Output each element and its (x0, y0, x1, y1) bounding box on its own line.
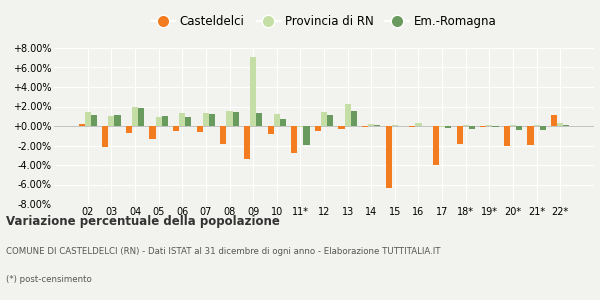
Bar (344, 103, 350, 126)
Bar (138, 108, 144, 126)
Bar (209, 114, 215, 126)
Bar (338, 126, 344, 129)
Bar (409, 126, 415, 127)
Bar (533, 125, 539, 126)
Bar (350, 111, 357, 126)
Bar (162, 116, 168, 126)
Bar (527, 126, 533, 145)
Bar (304, 126, 310, 145)
Bar (469, 126, 475, 129)
Bar (203, 113, 209, 126)
Bar (179, 113, 185, 126)
Text: Variazione percentuale della popolazione: Variazione percentuale della popolazione (6, 214, 280, 227)
Bar (321, 112, 327, 126)
Bar (185, 117, 191, 126)
Bar (445, 126, 451, 128)
Bar (457, 126, 463, 144)
Bar (504, 126, 510, 146)
Bar (386, 126, 392, 188)
Bar (244, 126, 250, 159)
Bar (250, 57, 256, 126)
Text: (*) post-censimento: (*) post-censimento (6, 274, 92, 284)
Bar (155, 117, 162, 126)
Bar (551, 115, 557, 126)
Bar (439, 126, 445, 127)
Bar (79, 124, 85, 126)
Bar (115, 115, 121, 126)
Bar (173, 126, 179, 131)
Bar (368, 124, 374, 126)
Bar (557, 123, 563, 126)
Bar (280, 119, 286, 126)
Bar (102, 126, 109, 148)
Bar (392, 125, 398, 126)
Bar (493, 126, 499, 127)
Bar (274, 114, 280, 126)
Bar (268, 126, 274, 134)
Bar (256, 113, 262, 126)
Bar (298, 126, 304, 127)
Bar (563, 125, 569, 126)
Bar (91, 115, 97, 126)
Bar (85, 112, 91, 126)
Bar (132, 106, 138, 126)
Bar (480, 126, 486, 127)
Bar (415, 123, 422, 126)
Bar (315, 126, 321, 131)
Bar (220, 126, 226, 144)
Bar (510, 125, 516, 126)
Bar (327, 115, 333, 126)
Bar (109, 116, 115, 126)
Bar (539, 126, 546, 130)
Bar (516, 126, 522, 130)
Bar (486, 125, 493, 126)
Bar (226, 111, 233, 126)
Bar (291, 126, 298, 153)
Bar (362, 126, 368, 127)
Bar (374, 125, 380, 126)
Text: COMUNE DI CASTELDELCI (RN) - Dati ISTAT al 31 dicembre di ogni anno - Elaborazio: COMUNE DI CASTELDELCI (RN) - Dati ISTAT … (6, 248, 440, 256)
Bar (197, 126, 203, 132)
Bar (463, 125, 469, 126)
Bar (149, 126, 155, 139)
Bar (433, 126, 439, 165)
Bar (233, 112, 239, 126)
Legend: Casteldelci, Provincia di RN, Em.-Romagna: Casteldelci, Provincia di RN, Em.-Romagn… (147, 10, 501, 33)
Bar (126, 126, 132, 133)
